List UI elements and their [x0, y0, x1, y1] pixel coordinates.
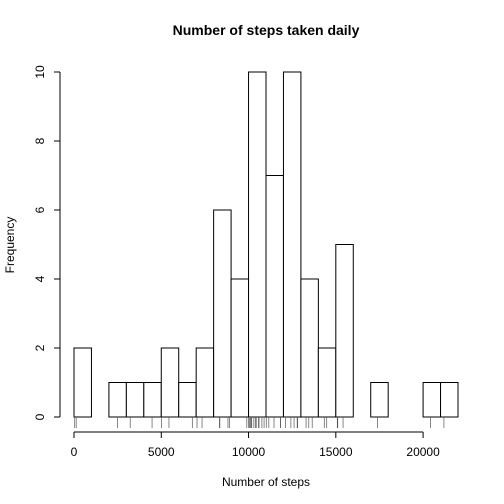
histogram-bar [230, 278, 250, 418]
y-tick-label: 0 [33, 413, 47, 420]
x-tick-label: 15000 [319, 445, 353, 459]
histogram-bar [213, 209, 232, 418]
histogram-bar [370, 382, 389, 418]
x-tick-label: 10000 [232, 445, 266, 459]
x-tick-label: 20000 [406, 445, 440, 459]
histogram-bar [265, 175, 284, 418]
x-tick-label: 5000 [148, 445, 175, 459]
x-axis: 0 5000 10000 15000 20000 [71, 431, 440, 459]
histogram-bar [335, 244, 354, 418]
histogram-bar [317, 347, 337, 418]
chart-title: Number of steps taken daily [173, 22, 360, 38]
histogram-bar [125, 382, 145, 418]
y-tick-label: 8 [33, 137, 47, 144]
histogram-bar [282, 71, 302, 418]
histogram-bar [143, 382, 162, 418]
histogram-bar [178, 382, 197, 418]
histogram-bar [108, 382, 127, 418]
y-tick-label: 6 [33, 206, 47, 213]
histogram-bar [300, 278, 319, 418]
histogram-bar [440, 382, 459, 418]
histogram-bars [73, 71, 459, 418]
y-tick-label: 2 [33, 344, 47, 351]
histogram-bar [73, 347, 92, 418]
histogram-bar [248, 71, 267, 418]
histogram-bar [195, 347, 215, 418]
y-axis-label: Frequency [3, 217, 17, 274]
histogram-bar [422, 382, 442, 418]
x-tick-label: 0 [71, 445, 78, 459]
x-axis-label: Number of steps [222, 475, 310, 489]
y-axis: 0 2 4 6 8 10 [33, 65, 61, 420]
histogram-bar [160, 347, 180, 418]
y-tick-label: 4 [33, 275, 47, 282]
y-tick-label: 10 [33, 65, 47, 79]
rug-marks [74, 417, 445, 428]
